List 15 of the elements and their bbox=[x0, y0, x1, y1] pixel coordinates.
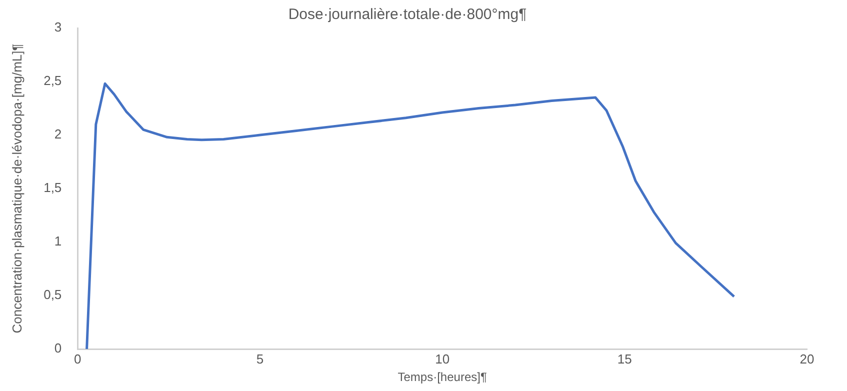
y-axis-title: Concentration·plasmatique·de·lévodopa·[mg/mL]¶ bbox=[9, 44, 24, 334]
x-axis-title: Temps·[heures]¶ bbox=[398, 370, 487, 384]
y-tick-label: 0 bbox=[54, 340, 62, 356]
y-tick-label: 2 bbox=[54, 126, 62, 142]
x-tick-label: 20 bbox=[800, 351, 814, 366]
x-tick-label: 10 bbox=[435, 351, 450, 366]
chart-title: Dose·journalière·totale·de·800°mg¶ bbox=[288, 6, 527, 24]
y-tick-label: 3 bbox=[54, 20, 62, 35]
x-tick-label: 5 bbox=[256, 351, 264, 366]
y-tick-label: 1 bbox=[54, 234, 62, 249]
y-tick-label: 2,5 bbox=[44, 73, 62, 88]
x-tick-label: 15 bbox=[617, 351, 632, 366]
y-tick-label: 0,5 bbox=[44, 287, 62, 302]
x-tick-label: 0 bbox=[74, 351, 82, 366]
y-tick-label: 1,5 bbox=[44, 180, 62, 196]
